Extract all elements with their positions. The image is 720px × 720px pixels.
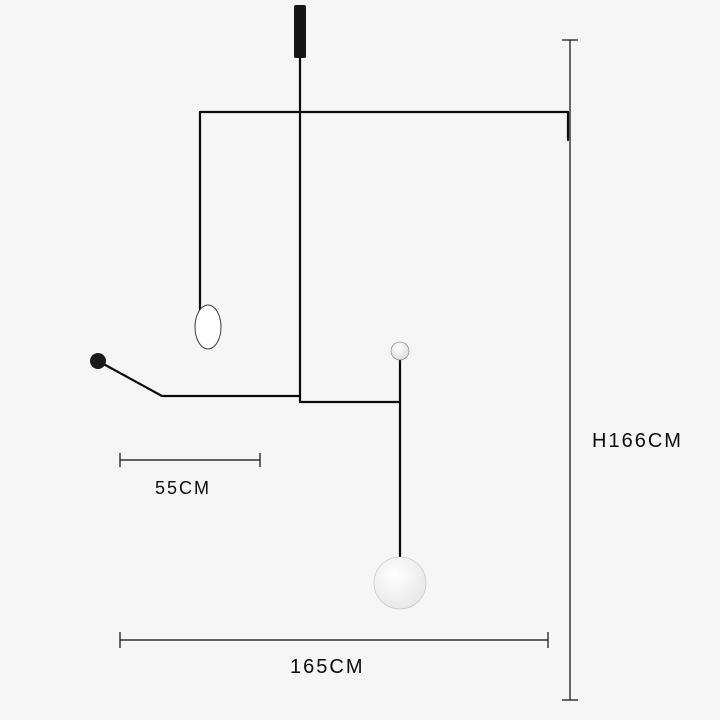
diagram-stage: H166CM 165CM 55CM <box>0 0 720 720</box>
height-dimension-label: H166CM <box>592 430 683 453</box>
width-dimension-label: 165CM <box>290 656 364 679</box>
dimension-lines <box>0 0 720 720</box>
arm-dimension-label: 55CM <box>155 478 211 499</box>
